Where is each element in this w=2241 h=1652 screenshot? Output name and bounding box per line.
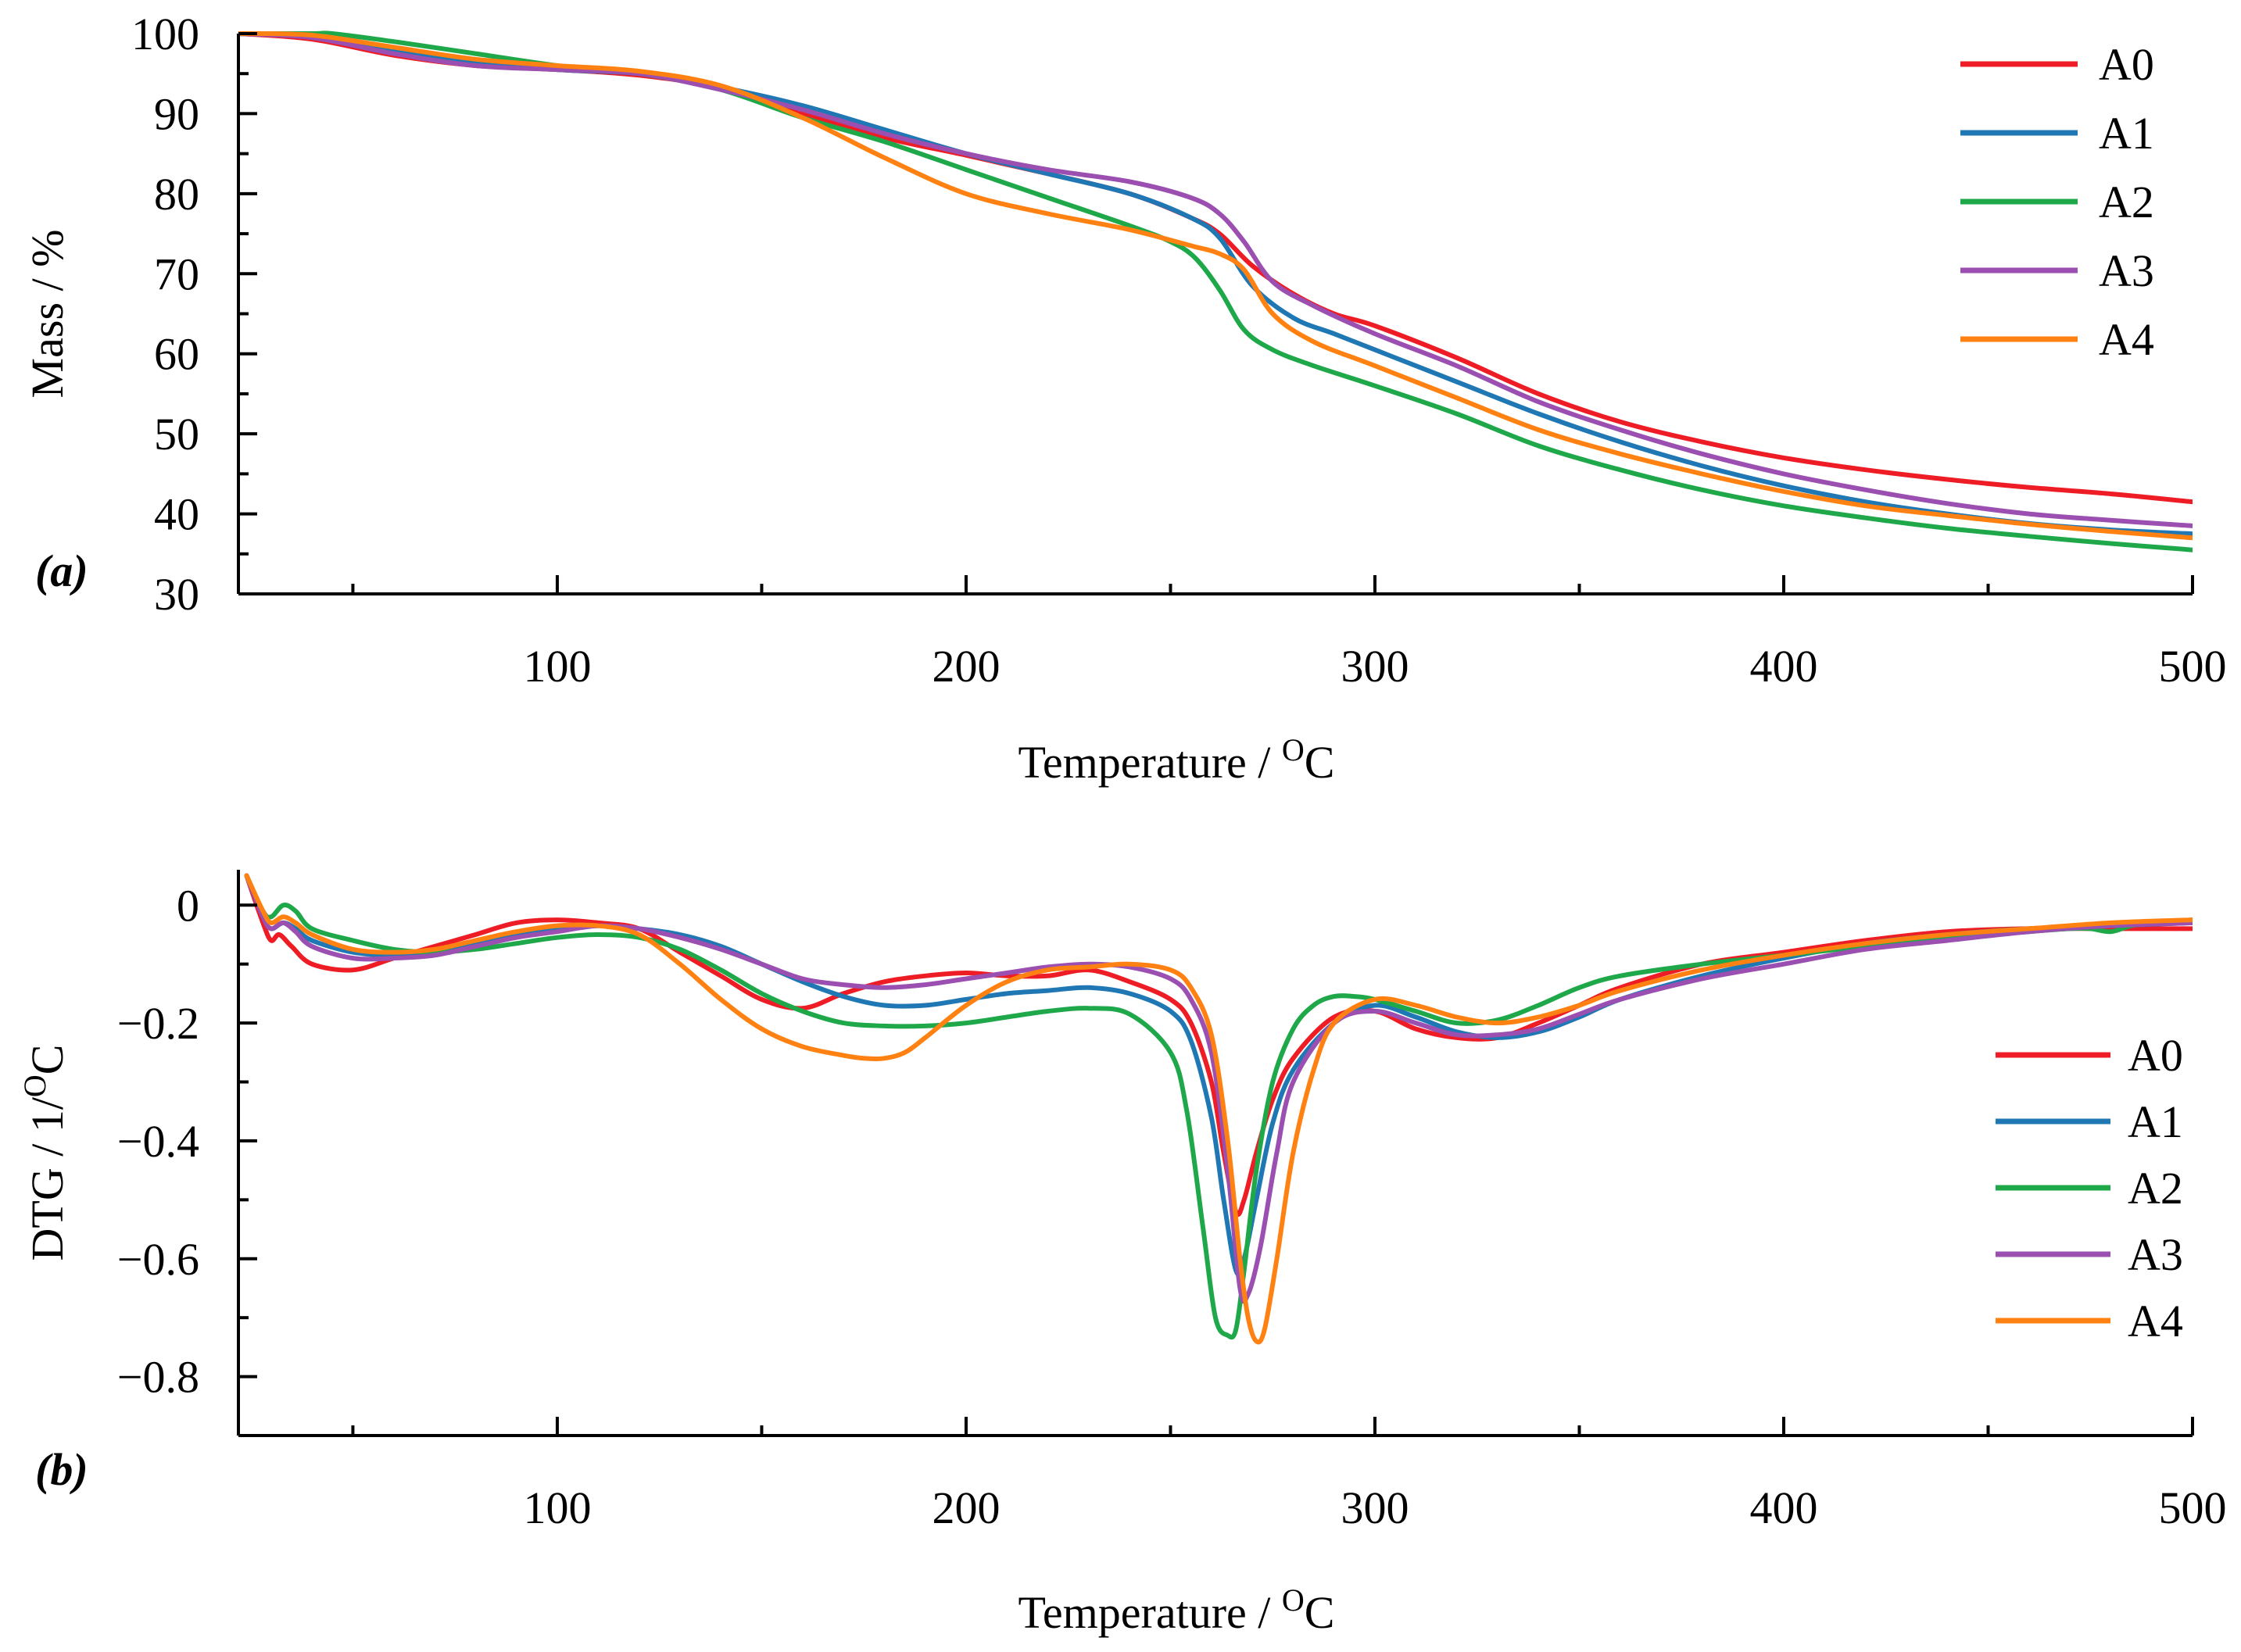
x-axis-title: Temperature / OC <box>1018 732 1335 788</box>
x-axis-title: Temperature / OC <box>1018 1582 1335 1638</box>
y-tick-label: 70 <box>154 249 199 299</box>
legend-label-a1: A1 <box>2099 108 2154 159</box>
y-tick-label: −0.4 <box>117 1116 199 1167</box>
y-tick-label: 90 <box>154 88 199 139</box>
y-axis-title: DTG / 1/OC <box>17 1044 73 1260</box>
y-tick-label: −0.2 <box>117 998 199 1049</box>
y-tick-label: −0.6 <box>117 1234 199 1285</box>
series-line-a0 <box>244 873 2193 1218</box>
series-line-a4 <box>244 873 2193 1345</box>
series-line-a4 <box>238 30 2193 541</box>
series-line-a0 <box>238 31 2193 505</box>
series-group <box>244 873 2193 1345</box>
legend: A0 A1 A2 A3 A4 <box>1960 39 2154 365</box>
x-tick-label: 100 <box>523 641 591 692</box>
legend-label-a4: A4 <box>2099 314 2154 365</box>
series-line-a3 <box>244 873 2193 1304</box>
panel-label: (b) <box>35 1444 88 1495</box>
series-line-a3 <box>238 31 2193 528</box>
legend-label-a3: A3 <box>2128 1229 2183 1280</box>
panel-a: 100 200 300 400 500 30 40 50 60 70 80 90 100 Temperat… <box>22 9 2227 788</box>
legend-label-a3: A3 <box>2099 245 2154 296</box>
y-tick-label: −0.8 <box>117 1352 199 1403</box>
legend-label-a2: A2 <box>2128 1163 2183 1214</box>
legend-label-a1: A1 <box>2128 1096 2183 1147</box>
x-tick-label: 200 <box>932 641 1000 692</box>
x-tick-label: 300 <box>1341 1482 1409 1533</box>
y-tick-label: 60 <box>154 329 199 380</box>
legend-label-a2: A2 <box>2099 177 2154 227</box>
legend: A0 A1 A2 A3 A4 <box>1996 1030 2183 1346</box>
x-tick-label: 200 <box>932 1482 1000 1533</box>
panel-b: 100 200 300 400 500 0 −0.2 −0.4 −0.6 −0.8 Temperat… <box>17 870 2227 1638</box>
legend-label-a0: A0 <box>2128 1030 2183 1081</box>
x-tick-label: 500 <box>2159 1482 2227 1533</box>
panel-label: (a) <box>35 545 88 596</box>
y-tick-label: 40 <box>154 489 199 540</box>
x-tick-label: 300 <box>1341 641 1409 692</box>
y-tick-label: 30 <box>154 569 199 620</box>
y-tick-label: 80 <box>154 169 199 220</box>
y-tick-label: 50 <box>154 409 199 459</box>
series-group <box>238 30 2193 552</box>
y-tick-label: 100 <box>131 9 199 59</box>
legend-label-a4: A4 <box>2128 1296 2183 1346</box>
legend-label-a0: A0 <box>2099 39 2154 90</box>
x-tick-label: 500 <box>2159 641 2227 692</box>
y-tick-label: 0 <box>177 880 199 931</box>
x-tick-label: 400 <box>1749 641 1817 692</box>
y-axis-title: Mass / % <box>22 230 73 399</box>
x-tick-label: 100 <box>523 1482 591 1533</box>
x-tick-label: 400 <box>1749 1482 1817 1533</box>
